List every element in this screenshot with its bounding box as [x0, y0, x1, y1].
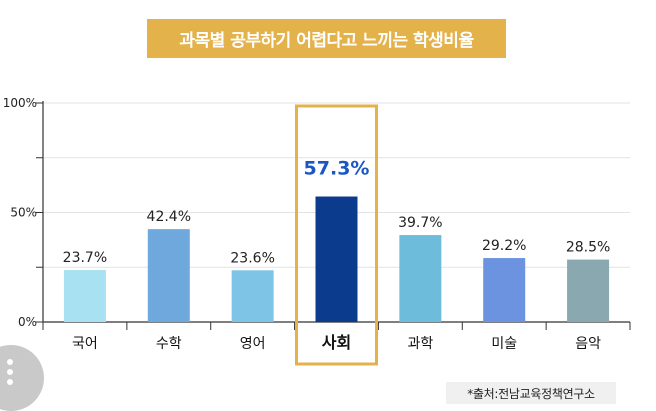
x-tick-label: 영어	[240, 336, 266, 352]
source-note: *출처:전남교육정책연구소	[446, 382, 616, 404]
bar	[483, 258, 526, 322]
x-tick-label: 수학	[156, 336, 182, 352]
y-tick-label: 0%	[18, 315, 37, 329]
bar	[399, 235, 442, 322]
bar	[147, 229, 190, 322]
data-label: 39.7%	[398, 215, 442, 231]
x-tick-label: 국어	[72, 336, 98, 352]
bar	[63, 270, 106, 322]
y-tick-label: 100%	[3, 96, 37, 110]
chart-title: 과목별 공부하기 어렵다고 느끼는 학생비율	[147, 19, 506, 58]
data-label: 29.2%	[482, 238, 526, 254]
bar	[315, 196, 358, 322]
x-tick-label: 사회	[322, 333, 351, 352]
bar	[567, 259, 610, 322]
x-tick-label: 음악	[575, 336, 601, 352]
data-label: 42.4%	[147, 209, 191, 225]
y-tick-label: 50%	[10, 206, 37, 220]
x-tick-label: 미술	[491, 336, 517, 352]
highlight-frame	[295, 104, 378, 366]
data-label: 23.6%	[230, 250, 274, 266]
bar	[231, 270, 274, 322]
data-label: 23.7%	[63, 250, 107, 266]
data-label: 28.5%	[566, 240, 610, 256]
data-label: 57.3%	[304, 158, 370, 180]
x-tick-label: 과학	[407, 336, 433, 352]
